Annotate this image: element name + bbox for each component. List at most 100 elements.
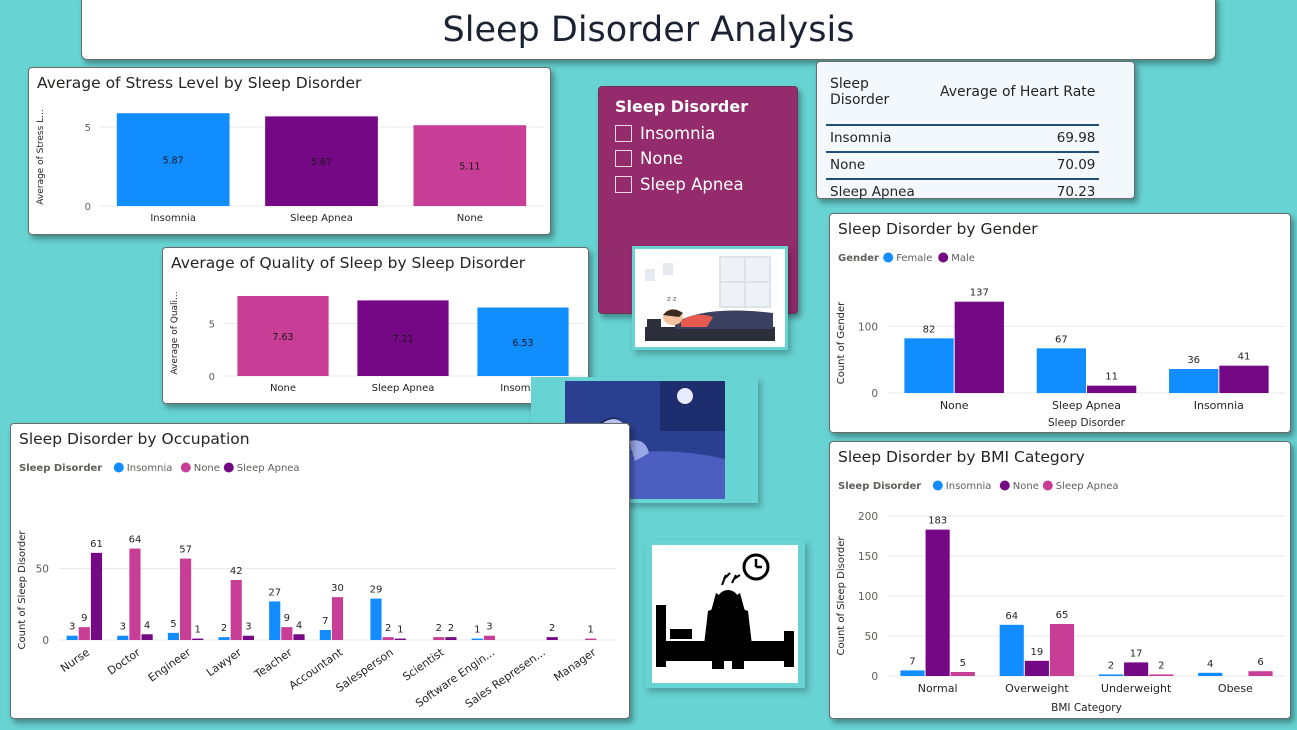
table-row[interactable]: None 70.09 bbox=[826, 152, 1100, 179]
y-axis-label: Count of Sleep Disorder bbox=[17, 530, 28, 650]
y-tick-label: 150 bbox=[858, 551, 878, 563]
bar bbox=[331, 597, 344, 640]
data-label: 9 bbox=[284, 613, 290, 624]
data-label: 7 bbox=[909, 656, 915, 667]
table-row[interactable]: Sleep Apnea 70.23 bbox=[826, 179, 1100, 205]
slicer-option-none[interactable]: None bbox=[615, 149, 683, 168]
bar bbox=[394, 638, 406, 640]
insomnia-image-frame bbox=[531, 377, 758, 503]
heart-rate-table[interactable]: Sleep Disorder Average of Heart Rate Ins… bbox=[826, 70, 1100, 205]
y-tick-label: 100 bbox=[858, 321, 878, 333]
bar bbox=[281, 627, 293, 640]
bar bbox=[999, 624, 1024, 676]
column-header[interactable]: Average of Heart Rate bbox=[940, 84, 1096, 100]
bar bbox=[370, 598, 382, 640]
bar bbox=[382, 637, 394, 640]
slicer-title: Sleep Disorder bbox=[615, 97, 749, 116]
bar bbox=[141, 634, 153, 640]
data-label: 82 bbox=[923, 324, 936, 335]
bar bbox=[1024, 660, 1049, 676]
checkbox-icon[interactable] bbox=[615, 125, 632, 142]
x-tick-label: Sleep Apnea bbox=[1052, 399, 1121, 412]
occupation-chart-card[interactable]: Sleep Disorder by Occupation Sleep Disor… bbox=[10, 423, 630, 719]
table-row[interactable]: Insomnia 69.98 bbox=[826, 125, 1100, 152]
bmi-bar-chart[interactable]: Sleep Disorder Insomnia None Sleep Apnea 0 50… bbox=[830, 442, 1291, 719]
bar bbox=[265, 116, 378, 206]
y-axis-label: Average of Stress L... bbox=[36, 109, 46, 204]
gender-chart-card[interactable]: Sleep Disorder by Gender Gender Female Mal… bbox=[829, 213, 1291, 433]
chart-title: Sleep Disorder by Occupation bbox=[19, 430, 250, 448]
stress-bar-chart[interactable]: 0 5 Average of Stress L... 5.87 Insomnia 5.67… bbox=[29, 68, 551, 235]
y-tick-label: 0 bbox=[42, 635, 49, 647]
checkbox-icon[interactable] bbox=[615, 150, 632, 167]
x-tick-label: Sleep Apnea bbox=[290, 213, 353, 224]
y-axis-label: Count of Gender bbox=[836, 301, 847, 384]
bar bbox=[319, 630, 331, 640]
data-label: 61 bbox=[90, 539, 103, 550]
svg-text:z z: z z bbox=[667, 295, 677, 303]
legend-marker bbox=[1042, 480, 1053, 491]
data-label: 1 bbox=[474, 625, 480, 636]
table-cell-label: Insomnia bbox=[830, 130, 892, 146]
x-tick-label: None bbox=[270, 383, 296, 394]
data-label: 183 bbox=[928, 516, 947, 527]
bar bbox=[1248, 671, 1273, 676]
slicer-option-label: None bbox=[640, 149, 684, 168]
data-label: 41 bbox=[1238, 352, 1251, 363]
legend-marker bbox=[180, 462, 191, 473]
chart-title: Average of Quality of Sleep by Sleep Dis… bbox=[171, 254, 526, 272]
data-label: 57 bbox=[179, 545, 192, 556]
legend-marker bbox=[938, 252, 949, 263]
occupation-bar-chart[interactable]: Sleep Disorder Insomnia None Sleep Apnea 0 50… bbox=[11, 424, 630, 719]
bar bbox=[78, 627, 90, 640]
legend-marker bbox=[113, 462, 124, 473]
bar bbox=[1049, 624, 1075, 676]
bar bbox=[66, 635, 78, 640]
data-label: 5.11 bbox=[459, 162, 480, 173]
data-label: 1 bbox=[397, 625, 403, 636]
legend-label: Sleep Apnea bbox=[237, 463, 300, 474]
bmi-chart-card[interactable]: Sleep Disorder by BMI Category Sleep Dis… bbox=[829, 441, 1291, 719]
quality-bar-chart[interactable]: 0 5 Average of Quali... 7.63 None 7.21 Sleep A… bbox=[163, 248, 589, 404]
bar bbox=[904, 338, 954, 393]
bar bbox=[117, 635, 129, 640]
data-label: 30 bbox=[331, 583, 344, 594]
dashboard-title-banner: Sleep Disorder Analysis bbox=[81, 0, 1216, 60]
data-label: 4 bbox=[1207, 659, 1213, 670]
legend-marker bbox=[883, 252, 894, 263]
table-cell-value: 70.09 bbox=[1056, 157, 1096, 173]
y-axis-label: Average of Quali... bbox=[170, 291, 180, 374]
bar bbox=[218, 637, 230, 640]
stress-chart-card[interactable]: Average of Stress Level by Sleep Disorde… bbox=[28, 67, 551, 235]
data-label: 67 bbox=[1055, 334, 1068, 345]
heart-rate-table-card[interactable]: Sleep Disorder Average of Heart Rate Ins… bbox=[816, 61, 1135, 200]
data-label: 42 bbox=[230, 566, 243, 577]
y-tick-label: 100 bbox=[858, 591, 878, 603]
data-label: 4 bbox=[296, 620, 302, 631]
data-label: 19 bbox=[1031, 647, 1044, 658]
quality-chart-card[interactable]: Average of Quality of Sleep by Sleep Dis… bbox=[162, 247, 589, 404]
bar bbox=[1198, 672, 1223, 676]
bar bbox=[192, 638, 204, 640]
x-tick-label: Engineer bbox=[146, 646, 194, 685]
y-tick-label: 50 bbox=[865, 631, 878, 643]
bar bbox=[585, 638, 597, 640]
slicer-option-sleep-apnea[interactable]: Sleep Apnea bbox=[615, 175, 744, 194]
bar bbox=[445, 637, 457, 640]
x-tick-label: Insomnia bbox=[150, 213, 196, 224]
table-cell-label: None bbox=[830, 157, 866, 173]
bar bbox=[1036, 348, 1086, 393]
x-tick-label: Lawyer bbox=[204, 646, 244, 680]
column-header[interactable]: Sleep Disorder bbox=[830, 76, 890, 108]
checkbox-icon[interactable] bbox=[615, 176, 632, 193]
slicer-option-insomnia[interactable]: Insomnia bbox=[615, 124, 715, 143]
bar bbox=[925, 529, 950, 676]
x-tick-label: Nurse bbox=[58, 646, 92, 675]
x-tick-label: Obese bbox=[1218, 682, 1253, 695]
data-label: 2 bbox=[448, 623, 454, 634]
y-axis-label: Count of Sleep Disorder bbox=[836, 536, 847, 656]
data-label: 64 bbox=[1005, 611, 1018, 622]
x-tick-label: Sleep Apnea bbox=[372, 383, 435, 394]
bar bbox=[1098, 674, 1124, 676]
